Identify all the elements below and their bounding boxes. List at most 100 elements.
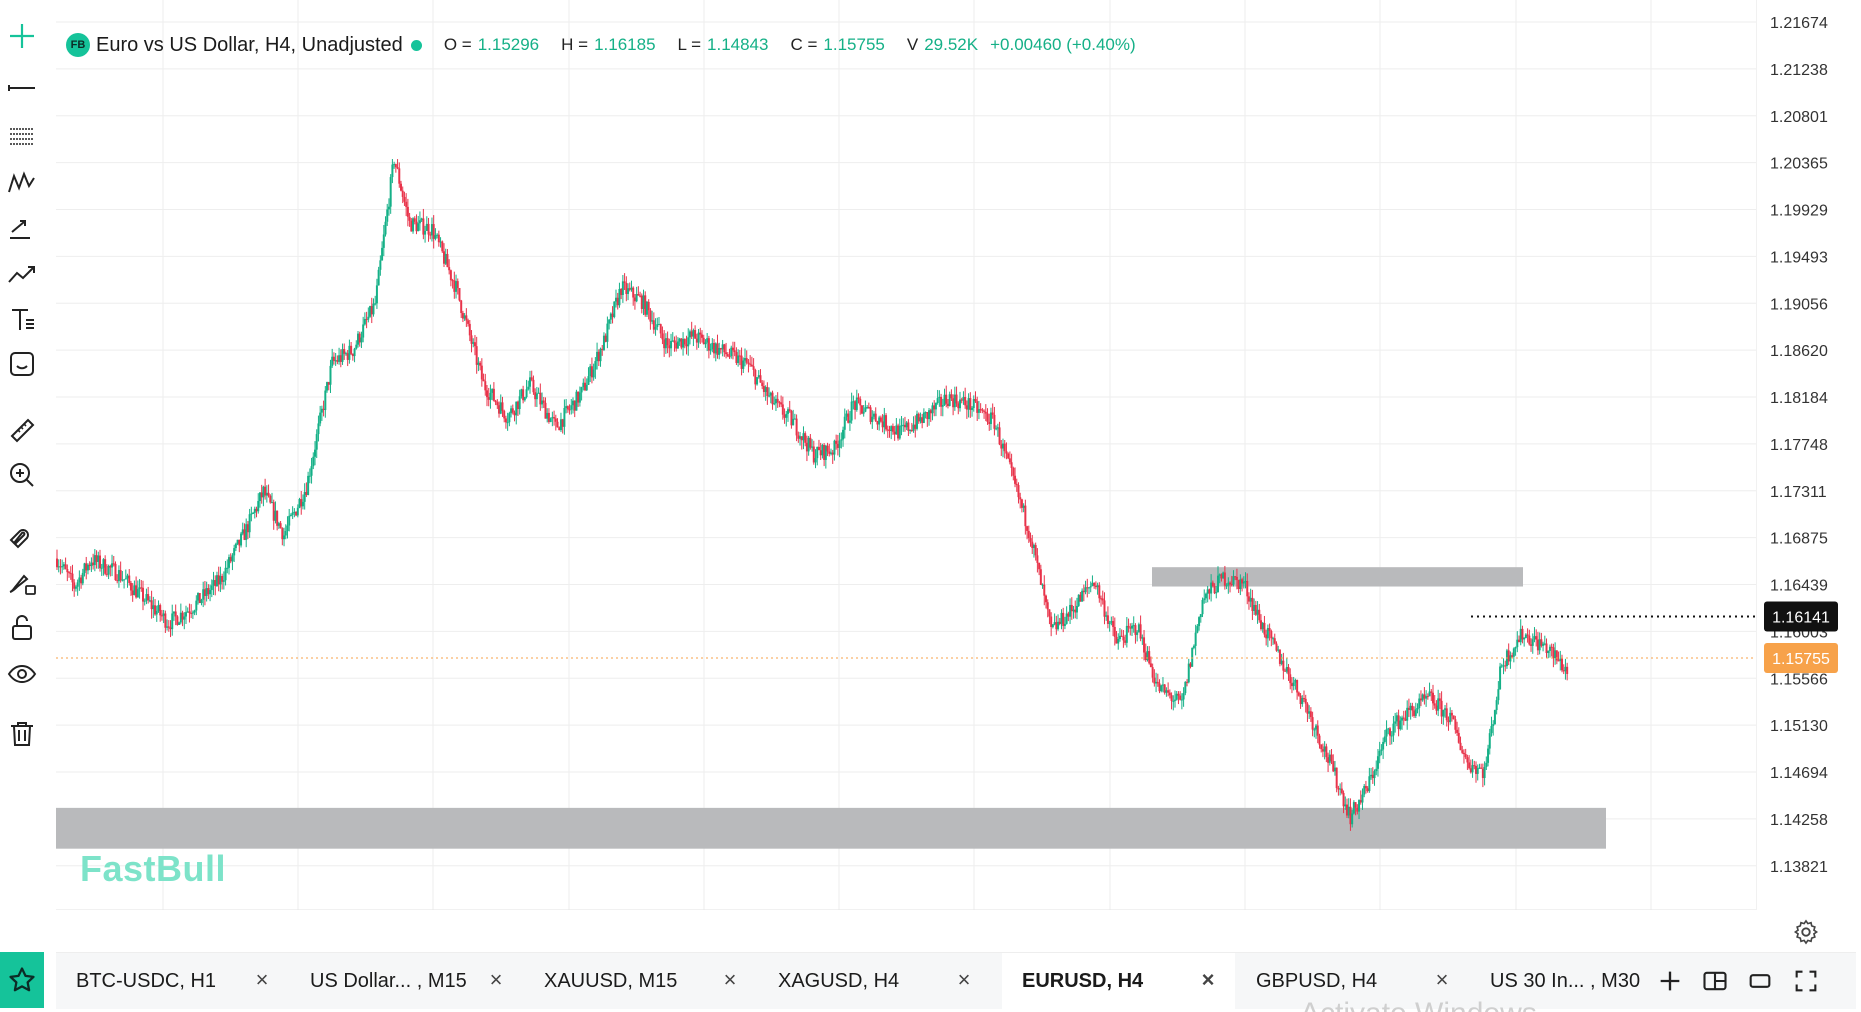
trash-icon[interactable]	[4, 716, 40, 752]
close-icon[interactable]: ×	[1435, 967, 1449, 992]
layout-split-icon[interactable]	[1701, 967, 1729, 995]
bull-candle	[362, 324, 365, 338]
bear-candle	[1562, 670, 1565, 672]
close-icon[interactable]: ×	[1201, 967, 1215, 992]
bear-candle	[1036, 555, 1039, 563]
close-icon[interactable]: ×	[489, 967, 503, 992]
change-value: +0.00460 (+0.40%)	[990, 35, 1136, 54]
bear-candle	[1320, 744, 1323, 750]
bull-candle	[1077, 594, 1080, 606]
bear-candle	[1287, 667, 1290, 675]
bear-candle	[1254, 604, 1257, 615]
bear-candle	[1419, 698, 1422, 701]
bull-candle	[296, 507, 299, 516]
bear-candle	[1557, 660, 1560, 662]
bull-candle	[320, 408, 323, 413]
bull-candle	[1198, 617, 1201, 627]
bear-candle	[723, 344, 726, 353]
text-icon[interactable]	[4, 302, 40, 338]
symbol-title[interactable]: Euro vs US Dollar, H4, Unadjusted	[96, 33, 403, 56]
tab-eurusd[interactable]: EURUSD, H4 ×	[1002, 953, 1235, 1009]
window-icon[interactable]	[1746, 967, 1774, 995]
price-chart[interactable]: Jan 14 03:00Jan 20 23:00Jan 27 19:00Feb …	[56, 0, 1756, 910]
close-icon[interactable]: ×	[255, 967, 269, 992]
add-tab-plus-icon[interactable]	[1656, 967, 1684, 995]
bull-candle	[1414, 709, 1417, 716]
bear-candle	[1454, 719, 1457, 730]
bear-candle	[1270, 631, 1273, 639]
fullscreen-icon[interactable]	[1792, 967, 1820, 995]
price-axis-label: 1.20801	[1770, 109, 1828, 126]
bull-candle	[126, 575, 129, 579]
bull-candle	[1437, 698, 1440, 711]
price-axis[interactable]: 1.21674 1.21238 1.20801 1.20365 1.19929 1.194…	[1756, 0, 1861, 910]
bull-candle	[1203, 598, 1206, 600]
bull-candle	[1175, 693, 1178, 700]
lock-icon[interactable]	[4, 610, 40, 646]
close-key: C =	[790, 35, 818, 54]
bear-candle	[616, 297, 619, 306]
bear-candle	[1447, 720, 1450, 723]
bull-candle	[283, 535, 286, 540]
bear-candle	[917, 413, 920, 422]
tab-xauusd[interactable]: XAUUSD, M15 ×	[524, 953, 757, 1009]
bear-candle	[771, 392, 774, 405]
bear-candle	[449, 270, 452, 281]
horizontal-line-icon[interactable]	[4, 70, 40, 106]
tab-xagusd[interactable]: XAGUSD, H4 ×	[758, 953, 991, 1009]
emoji-icon[interactable]	[4, 346, 40, 382]
bear-candle	[955, 394, 958, 404]
bull-candle	[692, 330, 695, 337]
trend-arrow-icon[interactable]	[4, 210, 40, 246]
draw-lock-icon[interactable]	[4, 564, 40, 600]
pattern-icon[interactable]	[4, 164, 40, 200]
bull-candle	[635, 294, 638, 302]
bull-candle	[706, 338, 709, 343]
close-icon[interactable]: ×	[723, 967, 737, 992]
crosshair-price-text: 1.16141	[1772, 609, 1830, 626]
bull-candle	[671, 340, 674, 342]
bear-candle	[1003, 443, 1006, 452]
bull-candle	[529, 377, 531, 387]
ruler-icon[interactable]	[4, 412, 40, 448]
bull-candle	[919, 417, 922, 422]
bull-candle	[379, 260, 382, 270]
bull-candle	[518, 396, 521, 409]
bear-candle	[1526, 634, 1529, 636]
settings-gear-icon[interactable]	[1792, 918, 1820, 946]
bull-candle	[1089, 586, 1092, 588]
tab-gbpusd[interactable]: GBPUSD, H4 ×	[1236, 953, 1469, 1009]
bull-candle	[1333, 767, 1336, 772]
bear-candle	[680, 338, 683, 348]
bull-candle	[293, 511, 296, 513]
trend-line-icon[interactable]	[4, 256, 40, 292]
tab-us30[interactable]: US 30 In... , M30	[1470, 953, 1650, 1009]
crosshair-icon[interactable]	[4, 18, 40, 54]
bear-candle	[685, 344, 688, 347]
eye-icon[interactable]	[4, 656, 40, 692]
bull-candle	[100, 567, 103, 569]
bull-candle	[191, 612, 194, 614]
bull-candle	[381, 247, 384, 261]
zoom-in-icon[interactable]	[4, 457, 40, 493]
bull-candle	[1091, 582, 1094, 587]
bear-candle	[1265, 634, 1268, 639]
price-axis-label: 1.14258	[1770, 812, 1828, 829]
favorites-star-button[interactable]	[0, 952, 44, 1008]
bull-candle	[1376, 756, 1379, 769]
bull-candle	[905, 422, 908, 428]
bull-candle	[1285, 667, 1288, 672]
price-axis-label: 1.21238	[1770, 62, 1828, 79]
bear-candle	[809, 437, 812, 448]
bull-candle	[90, 562, 93, 567]
bull-candle	[642, 295, 645, 309]
magnet-icon[interactable]	[4, 517, 40, 553]
tab-btc-usdc[interactable]: BTC-USDC, H1 ×	[56, 953, 289, 1009]
bull-candle	[121, 579, 124, 581]
close-icon[interactable]: ×	[957, 967, 971, 992]
fib-lines-icon[interactable]	[4, 118, 40, 154]
tab-us-dollar[interactable]: US Dollar... , M15 ×	[290, 953, 523, 1009]
bear-candle	[819, 450, 822, 456]
bull-candle	[551, 417, 554, 419]
bear-candle	[752, 366, 755, 370]
